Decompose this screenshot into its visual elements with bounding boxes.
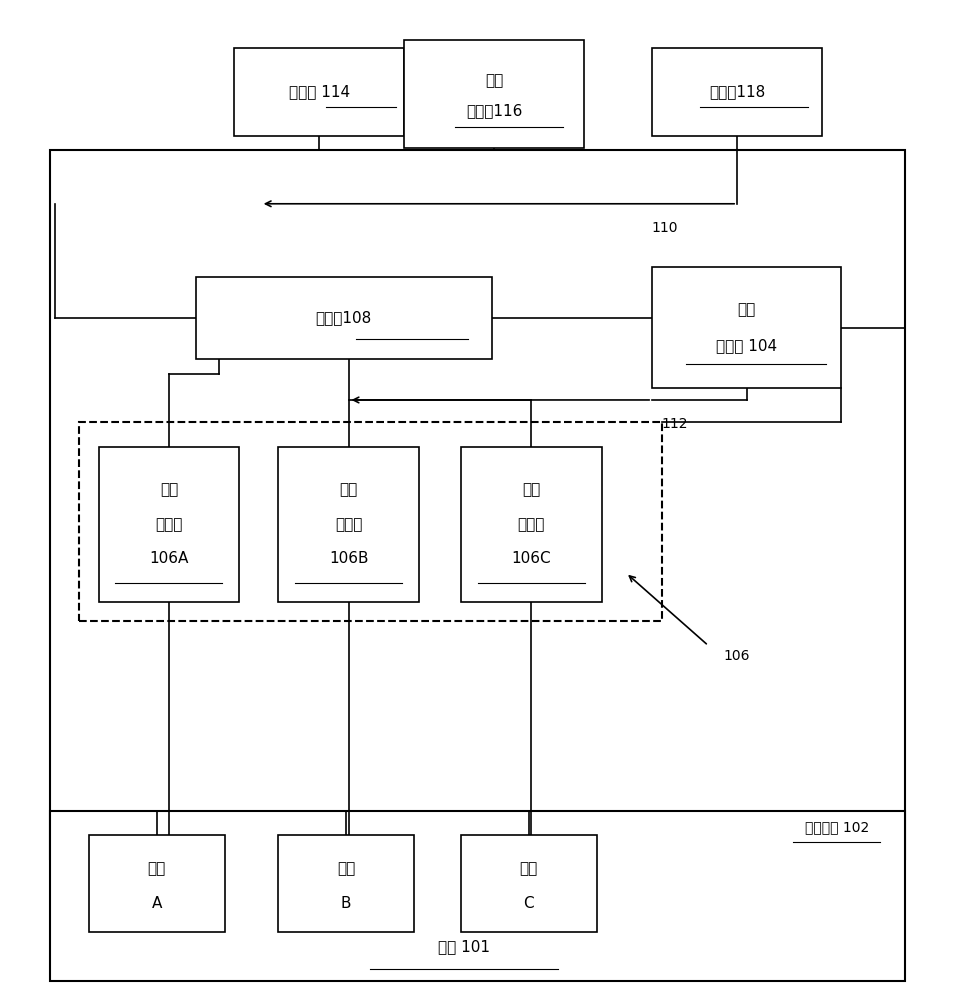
Text: 112: 112	[661, 417, 689, 431]
Text: 106A: 106A	[149, 551, 189, 566]
Text: 106: 106	[723, 649, 750, 663]
Text: 106C: 106C	[511, 551, 551, 566]
Text: 通信: 通信	[485, 73, 504, 88]
Text: 警报器 114: 警报器 114	[289, 85, 350, 100]
Text: 发生器: 发生器	[517, 517, 544, 532]
Text: 106B: 106B	[329, 551, 368, 566]
Text: B: B	[341, 896, 352, 911]
FancyBboxPatch shape	[461, 835, 597, 932]
Text: 电极: 电极	[337, 862, 356, 877]
FancyBboxPatch shape	[279, 835, 414, 932]
FancyBboxPatch shape	[653, 267, 842, 388]
Text: 电极: 电极	[148, 862, 166, 877]
Text: 控制: 控制	[737, 302, 756, 317]
Text: 发生器: 发生器	[155, 517, 182, 532]
FancyBboxPatch shape	[79, 422, 661, 621]
Text: 放大器108: 放大器108	[316, 310, 372, 325]
Text: A: A	[152, 896, 162, 911]
Text: 电流: 电流	[522, 483, 541, 498]
Text: 电流: 电流	[160, 483, 178, 498]
FancyBboxPatch shape	[279, 447, 419, 602]
Text: 发生器: 发生器	[335, 517, 362, 532]
FancyBboxPatch shape	[50, 811, 905, 981]
Text: C: C	[523, 896, 534, 911]
Text: 处理器 104: 处理器 104	[716, 338, 777, 353]
FancyBboxPatch shape	[461, 447, 602, 602]
FancyBboxPatch shape	[404, 40, 584, 148]
FancyBboxPatch shape	[196, 277, 492, 359]
FancyBboxPatch shape	[50, 150, 905, 859]
Text: 电极: 电极	[520, 862, 538, 877]
FancyBboxPatch shape	[653, 48, 822, 136]
FancyBboxPatch shape	[98, 447, 240, 602]
Text: 110: 110	[651, 221, 678, 235]
Text: 电流: 电流	[340, 483, 357, 498]
Text: 病人 101: 病人 101	[438, 939, 491, 954]
Text: 监测装置 102: 监测装置 102	[805, 820, 869, 834]
FancyBboxPatch shape	[235, 48, 404, 136]
Text: 显示器118: 显示器118	[709, 85, 766, 100]
Text: 处理器116: 处理器116	[467, 103, 522, 118]
FancyBboxPatch shape	[89, 835, 225, 932]
